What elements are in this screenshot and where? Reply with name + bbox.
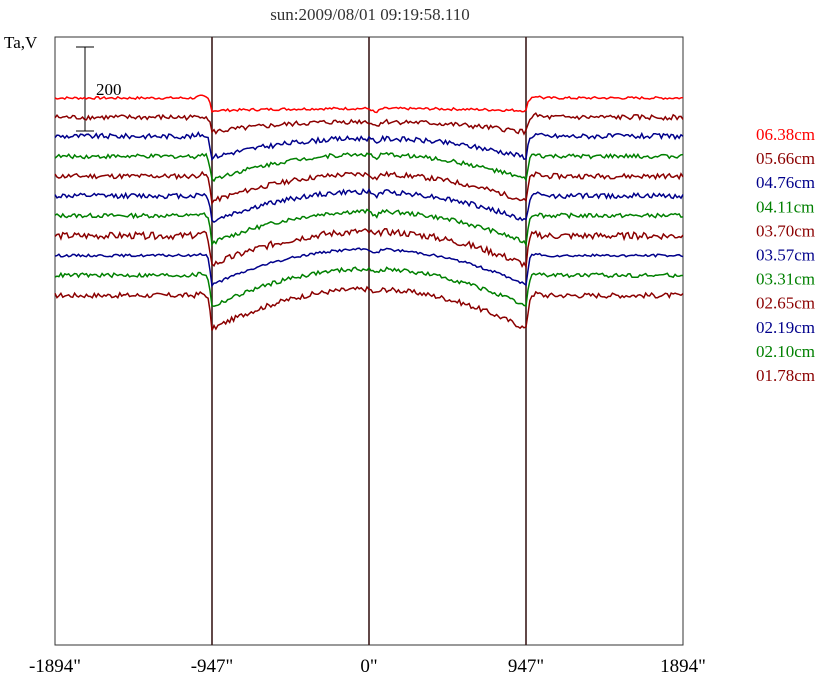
scale-bar-label: 200 xyxy=(96,80,122,99)
legend-entry: 02.10cm xyxy=(756,342,815,361)
x-tick-label: 1894" xyxy=(660,656,706,677)
chart-title: sun:2009/08/01 09:19:58.110 xyxy=(270,5,470,24)
series-line xyxy=(54,94,684,114)
legend-entry: 03.31cm xyxy=(756,270,815,289)
series-line xyxy=(54,247,684,288)
legend-entry: 06.38cm xyxy=(756,125,815,144)
legend-entry: 03.70cm xyxy=(756,221,815,240)
series-line xyxy=(54,208,684,248)
legend-entry: 04.11cm xyxy=(756,197,814,216)
legend-entry: 05.66cm xyxy=(756,149,815,168)
y-axis-label: Ta,V xyxy=(4,33,38,52)
x-tick-label: -1894" xyxy=(29,656,81,677)
series-line xyxy=(54,151,684,183)
series-line xyxy=(54,285,684,331)
series-line xyxy=(54,131,684,162)
x-tick-label: -947" xyxy=(191,656,234,677)
legend-entry: 02.65cm xyxy=(756,294,815,313)
x-tick-label: 947" xyxy=(508,656,544,677)
series-line xyxy=(54,112,684,136)
legend-entry: 02.19cm xyxy=(756,318,815,337)
series-line xyxy=(54,187,684,224)
series-line xyxy=(54,228,684,270)
legend-entry: 04.76cm xyxy=(756,173,815,192)
series-line xyxy=(54,266,683,307)
legend-entry: 01.78cm xyxy=(756,366,815,385)
legend-entry: 03.57cm xyxy=(756,246,815,265)
x-tick-label: 0" xyxy=(360,656,377,677)
series-line xyxy=(54,170,684,206)
scale-bar: 200 xyxy=(76,46,122,132)
